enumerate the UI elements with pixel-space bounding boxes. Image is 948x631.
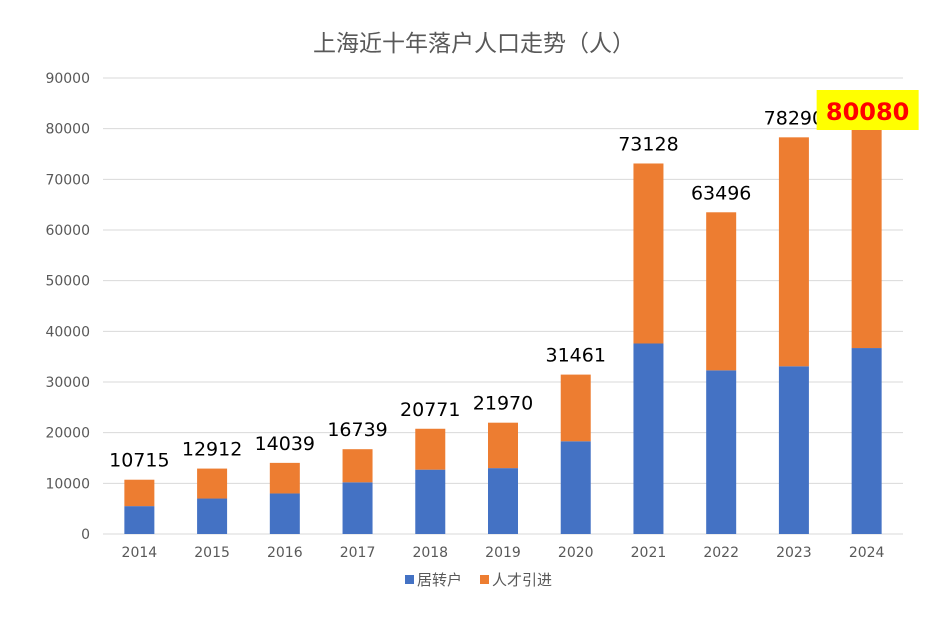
y-tick-label: 0 [81, 527, 90, 543]
y-axis-ticks: 0 10000 20000 30000 40000 50000 60000 70000 8000… [45, 71, 90, 543]
y-tick-label: 30000 [45, 375, 90, 391]
total-label: 63496 [691, 182, 751, 204]
bar-segment-resident-transfer [633, 343, 664, 534]
bar-segment-resident-transfer [706, 370, 737, 534]
x-tick-label: 2019 [485, 545, 521, 561]
x-tick-label: 2021 [631, 545, 667, 561]
bar-segment-talent-introduction [633, 163, 664, 344]
legend-label: 居转户 [417, 571, 462, 589]
y-tick-label: 80000 [45, 122, 90, 138]
total-label: 16739 [327, 419, 387, 441]
total-labels: 10715 12912 14039 16739 20771 21970 31461 73128… [109, 90, 919, 472]
bar-segment-resident-transfer [269, 493, 300, 534]
legend: 居转户 人才引进 [405, 571, 552, 589]
x-tick-label: 2018 [412, 545, 448, 561]
x-tick-label: 2022 [703, 545, 739, 561]
x-tick-label: 2020 [558, 545, 594, 561]
x-tick-label: 2024 [849, 545, 885, 561]
bar-segment-resident-transfer [415, 469, 446, 534]
x-axis-ticks: 2014 2015 2016 2017 2018 2019 2020 2021 2022 2023… [122, 545, 885, 561]
x-tick-label: 2015 [194, 545, 230, 561]
bar-segment-resident-transfer [851, 348, 882, 534]
gridlines [103, 77, 903, 535]
total-label: 14039 [255, 433, 315, 455]
bar-segment-resident-transfer [488, 468, 518, 534]
y-tick-label: 70000 [45, 172, 90, 188]
bars [124, 128, 882, 534]
x-tick-label: 2017 [340, 545, 376, 561]
bar-segment-talent-introduction [706, 212, 737, 371]
chart-title: 上海近十年落户人口走势（人） [313, 31, 635, 57]
y-tick-label: 20000 [45, 426, 90, 442]
total-label: 21970 [473, 393, 533, 415]
total-label: 78290 [764, 107, 824, 129]
total-label: 12912 [182, 439, 242, 461]
legend-label: 人才引进 [492, 571, 552, 589]
legend-swatch [480, 575, 489, 584]
bar-segment-talent-introduction [778, 137, 809, 367]
x-tick-label: 2016 [267, 545, 303, 561]
total-label: 31461 [546, 345, 606, 367]
bar-segment-talent-introduction [342, 449, 373, 483]
y-tick-label: 60000 [45, 223, 90, 239]
bar-segment-resident-transfer [124, 506, 155, 534]
bar-segment-resident-transfer [778, 366, 809, 534]
x-tick-label: 2014 [122, 545, 158, 561]
y-tick-label: 50000 [45, 274, 90, 290]
total-label: 10715 [109, 450, 169, 472]
y-tick-label: 10000 [45, 476, 90, 492]
y-tick-label: 40000 [45, 324, 90, 340]
bar-segment-talent-introduction [488, 422, 518, 469]
bar-segment-resident-transfer [197, 498, 228, 534]
total-label: 73128 [618, 133, 678, 155]
bar-segment-talent-introduction [124, 479, 155, 507]
y-tick-label: 90000 [45, 71, 90, 87]
bar-segment-resident-transfer [342, 482, 373, 534]
total-label-highlight: 80080 [826, 98, 910, 126]
bar-segment-talent-introduction [415, 428, 446, 470]
legend-swatch [405, 575, 414, 584]
bar-segment-talent-introduction [851, 128, 882, 349]
bar-segment-resident-transfer [560, 441, 591, 534]
bar-segment-talent-introduction [197, 468, 228, 499]
x-tick-label: 2023 [776, 545, 812, 561]
total-label: 20771 [400, 399, 460, 421]
bar-segment-talent-introduction [269, 462, 300, 494]
highlight-box [816, 90, 919, 130]
bar-segment-talent-introduction [560, 374, 591, 442]
